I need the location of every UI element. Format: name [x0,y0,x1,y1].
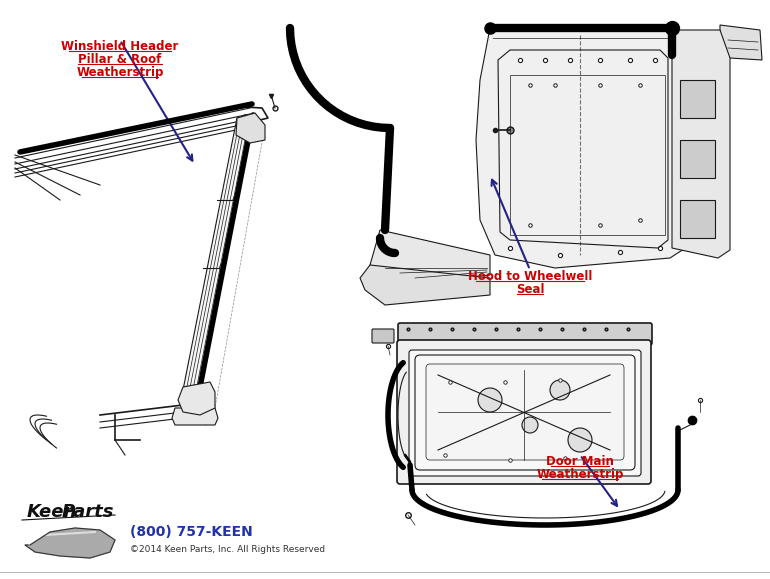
FancyBboxPatch shape [398,323,652,345]
Polygon shape [25,528,115,558]
FancyBboxPatch shape [409,350,641,476]
Polygon shape [183,115,253,390]
Circle shape [568,428,592,452]
Text: Hood to Wheelwell: Hood to Wheelwell [468,270,592,283]
Text: Winshield Header: Winshield Header [62,40,179,53]
Polygon shape [360,265,490,305]
Text: Seal: Seal [516,283,544,296]
FancyBboxPatch shape [372,329,394,343]
Text: Pillar & Roof: Pillar & Roof [79,53,162,66]
Polygon shape [172,408,218,425]
FancyBboxPatch shape [426,364,624,460]
Text: ©2014 Keen Parts, Inc. All Rights Reserved: ©2014 Keen Parts, Inc. All Rights Reserv… [130,545,325,555]
Bar [680,200,715,238]
Polygon shape [236,113,265,143]
Text: Weatherstrip: Weatherstrip [537,468,624,481]
Text: Keen: Keen [27,503,77,521]
FancyBboxPatch shape [397,340,651,484]
Text: Parts: Parts [62,503,114,521]
Polygon shape [178,382,215,415]
Polygon shape [720,25,762,60]
Polygon shape [370,230,490,285]
Bar [680,80,715,118]
Circle shape [478,388,502,412]
Text: (800) 757-KEEN: (800) 757-KEEN [130,525,253,539]
Polygon shape [476,28,690,268]
Text: Door Main: Door Main [546,455,614,468]
Polygon shape [672,30,730,258]
Circle shape [522,417,538,433]
Bar [680,140,715,178]
Circle shape [550,380,570,400]
Text: Weatherstrip: Weatherstrip [76,66,164,79]
